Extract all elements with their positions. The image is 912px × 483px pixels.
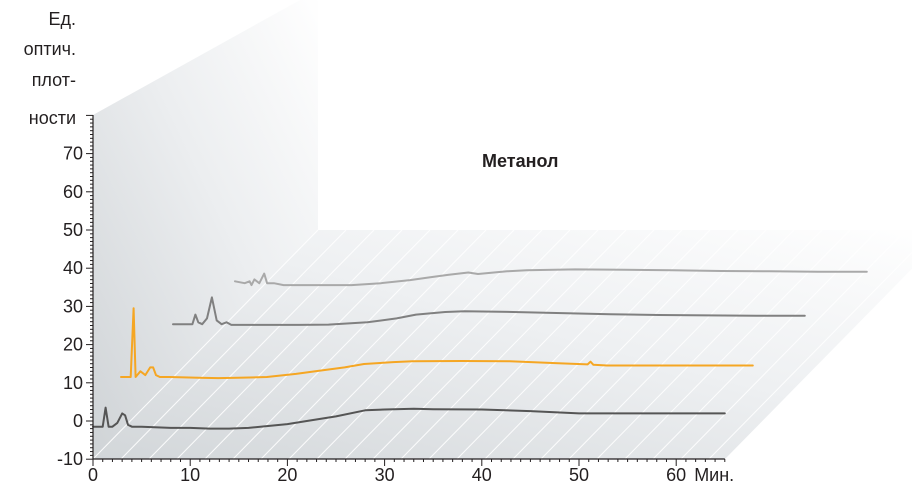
y-tick-label: 20: [63, 335, 83, 355]
depth-gridline: [708, 251, 912, 460]
depth-gridline: [176, 229, 403, 460]
depth-gridline: [120, 229, 347, 460]
y-tick-label: 60: [63, 182, 83, 202]
x-tick-label: 0: [88, 465, 98, 483]
x-unit-label: Мин.: [694, 465, 734, 483]
y-axis-label-line: ности: [29, 108, 76, 128]
depth-gridline: [92, 229, 319, 460]
depth-gridline: [204, 229, 431, 460]
y-tick-label: 50: [63, 220, 83, 240]
depth-gridline: [484, 229, 711, 460]
x-tick-label: 20: [277, 465, 297, 483]
depth-gridline: [540, 229, 767, 460]
y-axis-label-line: оптич.: [24, 39, 76, 59]
depth-gridline: [568, 229, 795, 460]
series-group: [92, 268, 868, 430]
y-tick-label: 30: [63, 296, 83, 316]
depth-gridline: [736, 280, 912, 460]
depth-gridline: [372, 229, 599, 460]
series-line-3: [172, 296, 806, 326]
chart-title: Метанол: [482, 151, 558, 171]
depth-gridline: [764, 308, 912, 460]
depth-gridline: [316, 229, 543, 460]
series-line-1: [92, 406, 726, 430]
y-tick-label: -10: [57, 449, 83, 469]
depth-gridline: [288, 229, 515, 460]
x-tick-label: 50: [569, 465, 589, 483]
y-axis-label-line: плот-: [32, 70, 76, 90]
y-axis-label-line: Ед.: [48, 9, 76, 29]
axis-labels: 70 60 50 40 30 20 10 0 -10 0 10 20 30 40 50 60 Мин. Ед. оп…: [24, 9, 735, 483]
depth-gridline: [260, 229, 487, 460]
depth-gridline: [400, 229, 627, 460]
depth-gridline: [652, 229, 879, 460]
depth-gridline: [624, 229, 851, 460]
y-tick-label: 70: [63, 144, 83, 164]
y-tick-label: 10: [63, 373, 83, 393]
x-tick-label: 40: [472, 465, 492, 483]
y-tick-label: 0: [73, 411, 83, 431]
y-tick-label: 40: [63, 258, 83, 278]
depth-gridline: [680, 229, 907, 460]
depth-grid: [92, 229, 912, 460]
depth-gridline: [148, 229, 375, 460]
depth-gridline: [428, 229, 655, 460]
series-line-2: [120, 307, 754, 380]
depth-gridline: [596, 229, 823, 460]
depth-gridline: [456, 229, 683, 460]
series-line-4: [234, 268, 868, 287]
depth-gridline: [512, 229, 739, 460]
x-tick-label: 30: [375, 465, 395, 483]
back-wall: [93, 0, 318, 459]
depth-gridline: [232, 229, 459, 460]
x-tick-label: 60: [666, 465, 686, 483]
floor: [93, 230, 912, 459]
axes: [86, 114, 726, 466]
x-tick-label: 10: [180, 465, 200, 483]
depth-gridline: [344, 229, 571, 460]
